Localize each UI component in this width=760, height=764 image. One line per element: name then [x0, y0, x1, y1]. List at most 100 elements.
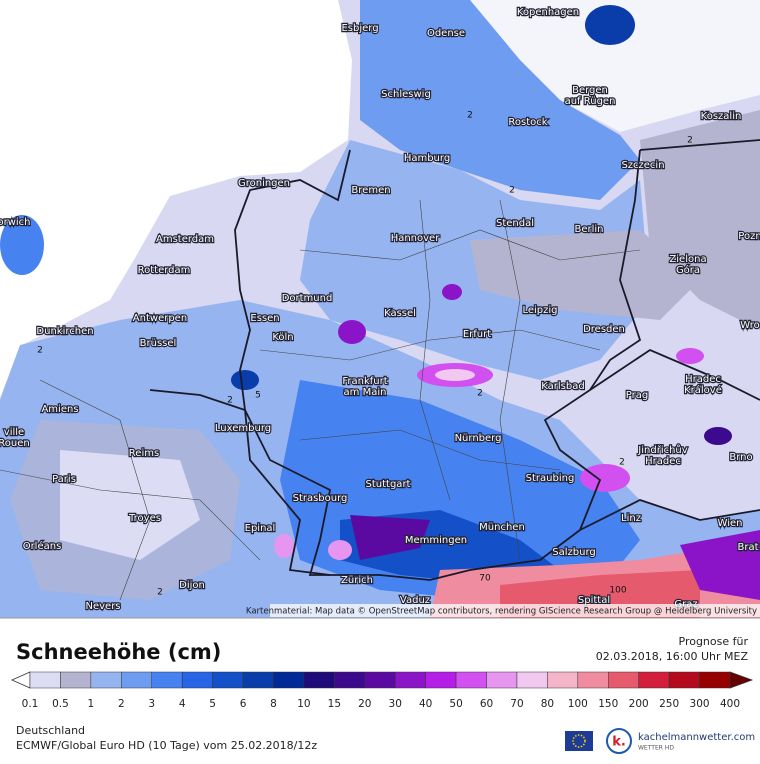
contour-labels: 2 2 2 2 2 5 2 2 70 100 2: [37, 111, 693, 598]
contour-label: 100: [609, 586, 626, 596]
legend-swatch: [212, 671, 244, 689]
model-run: ECMWF/Global Euro HD (10 Tage) vom 25.02…: [16, 739, 317, 752]
contour-label: 2: [687, 136, 693, 146]
city-label: Köln: [272, 332, 293, 343]
snow-area: [360, 0, 640, 200]
city-label: Bergen: [572, 85, 608, 96]
legend-level: 0.1: [22, 698, 39, 710]
city-label: Brno: [729, 452, 752, 463]
attribution: Kartenmaterial: Map data © OpenStreetMap…: [246, 607, 757, 617]
city-label: Zürich: [341, 575, 373, 586]
legend-level: 5: [209, 698, 216, 710]
city-label: Schleswig: [381, 89, 431, 100]
brand-sub: WETTER HD: [638, 745, 674, 752]
legend-level: 50: [449, 698, 462, 710]
city-label: Troyes: [128, 513, 161, 524]
city-label: Karlsbad: [541, 381, 584, 392]
city-label: Amiens: [41, 404, 78, 415]
city-label: Frankfurt: [342, 376, 387, 387]
city-label: Szczecin: [621, 160, 664, 171]
snow-area: [350, 515, 430, 560]
city-label: Epinal: [245, 523, 276, 534]
legend-swatch: [90, 671, 122, 689]
city-label: Nürnberg: [455, 433, 502, 444]
snow-spot: [274, 534, 294, 558]
legend-swatch: [455, 671, 487, 689]
snow-area: [680, 530, 760, 600]
city-label: Orléans: [23, 540, 62, 552]
contour-label: 2: [157, 588, 163, 598]
snow-spot: [585, 5, 635, 45]
snow-area: [60, 450, 200, 560]
snow-spot: [435, 369, 475, 381]
city-label: Spittal: [578, 595, 610, 606]
forecast-time: 02.03.2018, 16:00 Uhr MEZ: [596, 650, 749, 663]
brand: kachelmannwetter.com: [638, 732, 755, 743]
snow-spot: [676, 348, 704, 364]
attribution-bg: [270, 604, 760, 617]
city-label: Brüssel: [140, 338, 177, 349]
borders: [149, 139, 760, 581]
legend-level: 60: [480, 698, 493, 710]
city-label: Dresden: [583, 324, 625, 335]
legend-swatch: [121, 671, 152, 689]
city-label: Kopenhagen: [517, 7, 579, 18]
legend-level: 6: [240, 698, 247, 710]
city-label: Odense: [427, 28, 465, 39]
city-label: auf Rügen: [565, 96, 616, 107]
legend-level: 3: [148, 698, 155, 710]
legend-swatch: [699, 671, 731, 689]
city-label: Wien: [718, 518, 743, 529]
city-label: orwich: [0, 217, 31, 228]
legend-level: 30: [389, 698, 402, 710]
legend-swatch: [638, 671, 670, 689]
city-label: Paris: [52, 474, 76, 485]
snow-area: [640, 110, 760, 330]
city-label: Králové: [684, 384, 722, 396]
legend-level: 100: [568, 698, 588, 710]
city-label: Hamburg: [404, 153, 450, 164]
legend-swatch: [425, 671, 457, 689]
city-label: Nevers: [85, 601, 120, 612]
city-label: Memmingen: [405, 535, 467, 546]
legend-swatch: [151, 671, 183, 689]
city-label: Jindřichův: [637, 444, 687, 456]
contour-label: 2: [227, 396, 233, 406]
city-label: Rouen: [0, 438, 30, 449]
eu-flag: [565, 731, 593, 751]
region: Deutschland: [16, 724, 85, 737]
city-label: Hradec: [685, 374, 721, 385]
city-label: Pozn: [738, 231, 760, 242]
snow-spot: [580, 464, 630, 492]
city-label: München: [479, 522, 525, 533]
sea: [470, 0, 760, 132]
logo-k: k.: [612, 735, 626, 750]
legend-level: 40: [419, 698, 432, 710]
contour-label: 5: [255, 391, 261, 401]
city-label: Amsterdam: [156, 234, 214, 245]
legend-level: 0.5: [52, 698, 69, 710]
legend-swatch: [547, 671, 579, 689]
map: [0, 0, 760, 618]
city-label: Esbjerg: [341, 23, 378, 34]
city-label: Groningen: [238, 178, 290, 189]
city-label: ville: [4, 427, 24, 438]
logo: [606, 728, 632, 754]
legend-swatch: [60, 671, 92, 689]
legend-swatch: [668, 671, 700, 689]
city-label: Essen: [250, 313, 279, 324]
snow-spot: [442, 284, 462, 300]
city-label: Linz: [621, 513, 641, 524]
city-label: Dunkirchen: [36, 326, 93, 337]
city-label: Vaduz: [400, 595, 430, 606]
legend-under: [11, 671, 31, 689]
contour-label: 2: [509, 186, 515, 196]
regions: [0, 199, 641, 601]
legend-level: 2: [118, 698, 125, 710]
legend-level: 70: [510, 698, 523, 710]
legend-swatch: [394, 671, 426, 689]
city-label: Hradec: [645, 456, 681, 467]
contour-label: 2: [37, 346, 43, 356]
city-label: Dijon: [179, 580, 205, 591]
